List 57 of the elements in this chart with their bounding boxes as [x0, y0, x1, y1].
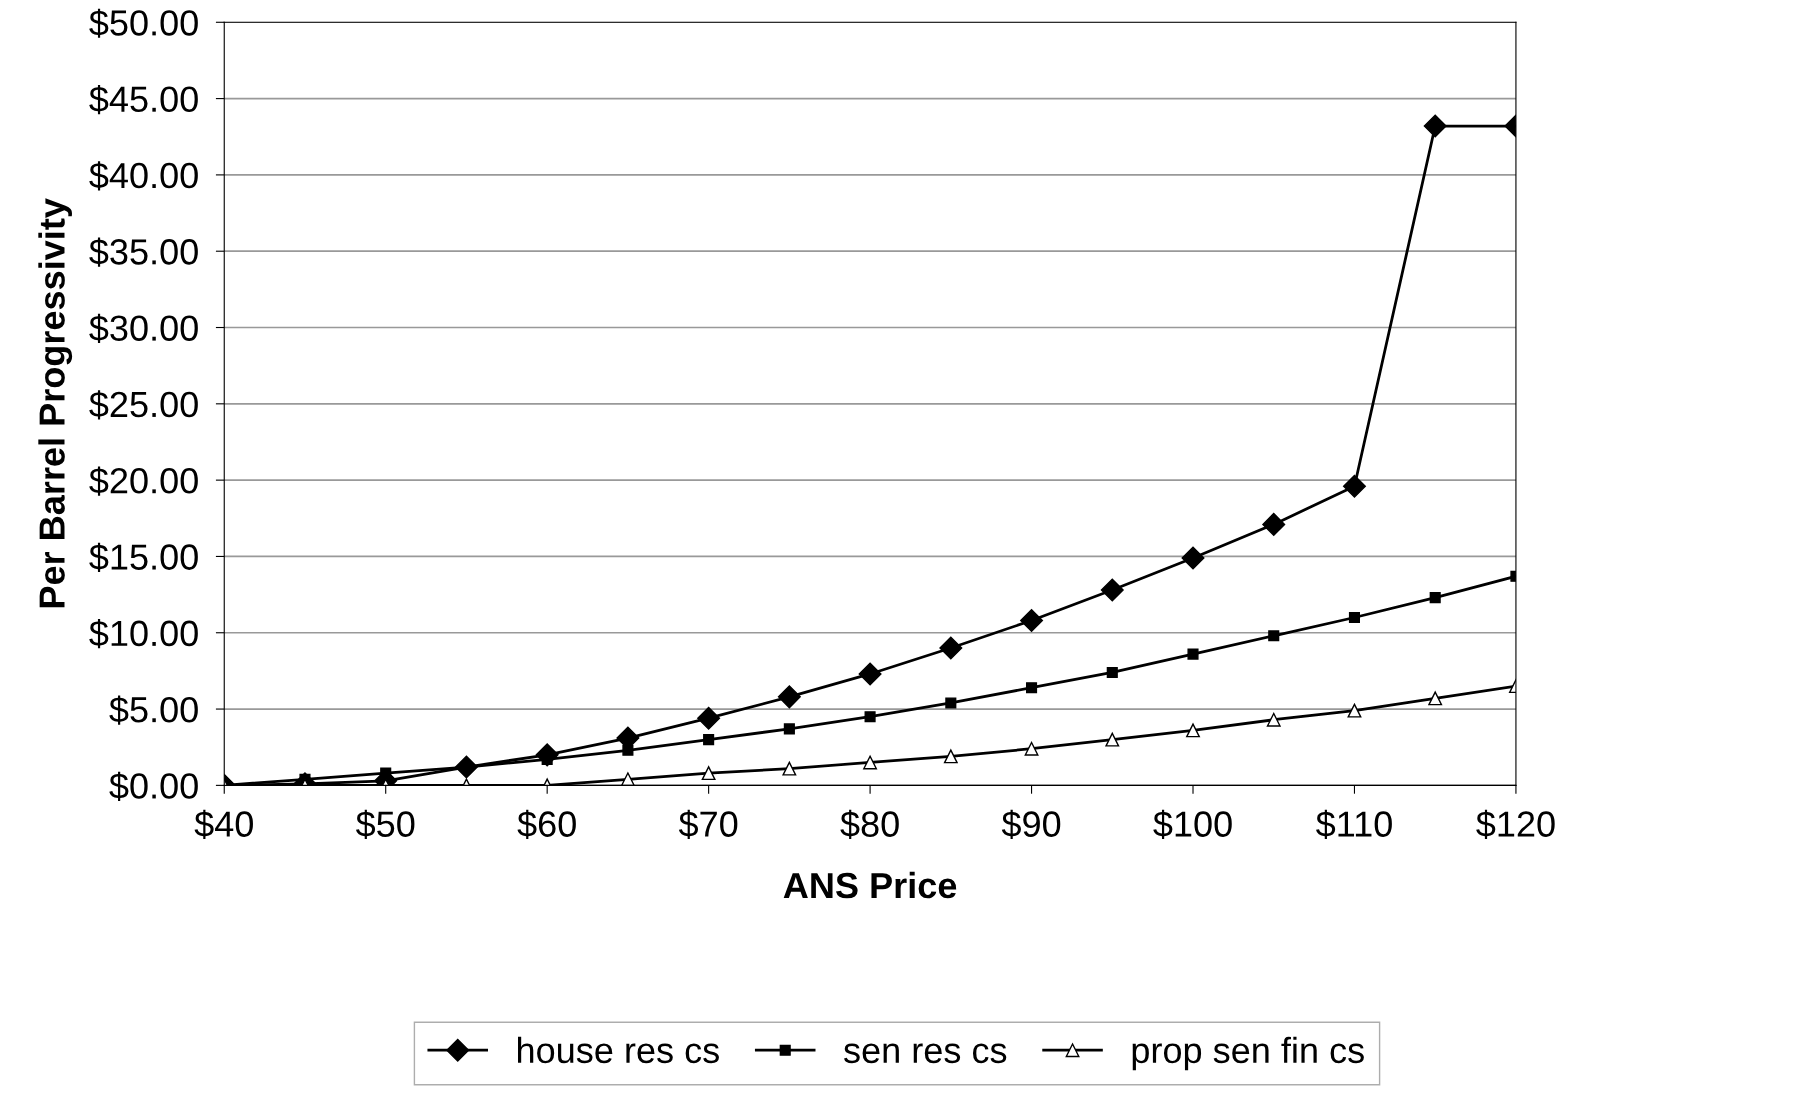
point — [863, 755, 878, 770]
y-tick-label: $15.00 — [89, 542, 198, 573]
point — [1106, 666, 1118, 678]
point — [1423, 114, 1447, 138]
point — [1020, 609, 1044, 633]
x-tick-label: $120 — [1476, 809, 1555, 840]
point — [1347, 703, 1362, 718]
point — [1187, 648, 1199, 660]
legend-label: prop sen fin cs — [1132, 1036, 1364, 1071]
point — [620, 772, 635, 786]
x-tick-label: $60 — [517, 809, 576, 840]
point — [1186, 723, 1200, 738]
y-tick-label: $5.00 — [109, 695, 198, 725]
x-tick-label: $100 — [1153, 809, 1232, 840]
x-tick-label: $70 — [678, 809, 738, 840]
point — [697, 706, 721, 730]
y-tick-label: $40.00 — [89, 161, 198, 191]
point — [1181, 546, 1205, 570]
y-tick-label: $35.00 — [89, 237, 198, 267]
y-tick-label: $25.00 — [89, 390, 198, 420]
point — [858, 662, 882, 686]
point — [945, 697, 957, 709]
point — [1266, 712, 1281, 727]
y-tick-label: $45.00 — [89, 84, 198, 115]
x-tick-label: $110 — [1316, 809, 1392, 840]
point — [1348, 611, 1361, 624]
point — [939, 636, 963, 660]
point — [782, 761, 797, 776]
point — [1262, 512, 1286, 536]
point — [1429, 592, 1441, 604]
point — [1105, 732, 1120, 747]
y-tick-label: $30.00 — [89, 313, 198, 344]
x-axis-title: ANS Price — [783, 871, 957, 899]
point — [1025, 682, 1038, 694]
y-tick-label: $0.00 — [109, 771, 198, 801]
y-tick-label: $50.00 — [89, 8, 198, 38]
point — [1342, 474, 1366, 498]
point — [943, 749, 958, 764]
y-axis-title: Per Barrel Progressivity — [38, 198, 73, 608]
x-tick-label: $50 — [355, 809, 415, 840]
point — [1268, 630, 1280, 642]
y-tick-label: $20.00 — [89, 466, 198, 496]
y-tick-label: $10.00 — [89, 619, 198, 649]
point — [783, 723, 795, 735]
point — [622, 744, 634, 756]
point — [777, 685, 801, 709]
x-tick-label: $80 — [840, 809, 899, 840]
x-tick-label: $90 — [1001, 809, 1061, 840]
point — [703, 734, 715, 746]
point — [1428, 691, 1443, 706]
x-tick-label: $40 — [194, 809, 253, 840]
point — [701, 766, 716, 781]
legend-label: house res cs — [518, 1036, 719, 1064]
point — [1100, 578, 1124, 602]
legend-label: sen res cs — [844, 1043, 1007, 1064]
point — [864, 711, 876, 723]
point — [1024, 741, 1039, 756]
